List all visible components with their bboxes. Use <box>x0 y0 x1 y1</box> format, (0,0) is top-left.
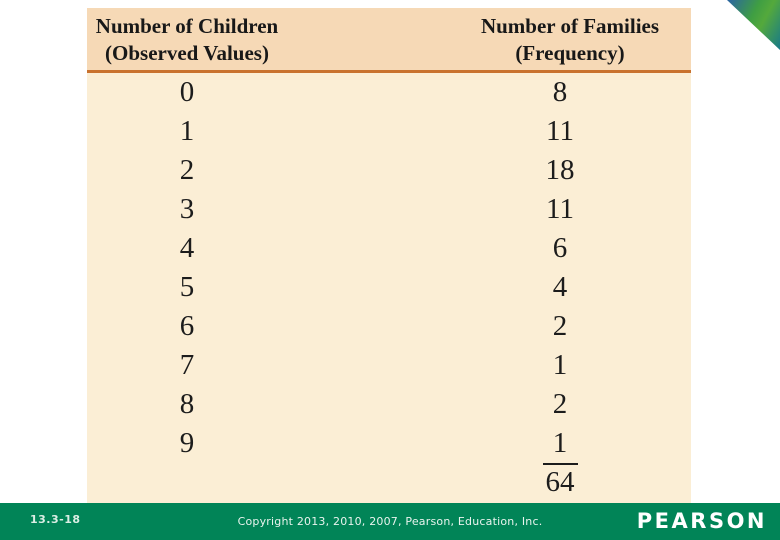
cell-children: 6 <box>179 310 195 342</box>
footer-bar: 13.3-18 Copyright 2013, 2010, 2007, Pear… <box>0 503 780 540</box>
table-row: 0 8 <box>87 73 691 112</box>
cell-children: 9 <box>179 427 195 459</box>
frequency-table: Number of Children (Observed Values) Num… <box>87 8 691 503</box>
table-row: 7 1 <box>87 346 691 385</box>
cell-children: 8 <box>179 388 195 420</box>
cell-families: 8 <box>552 76 568 108</box>
column-header-children-line2: (Observed Values) <box>105 41 269 65</box>
corner-accent-triangle <box>727 0 780 50</box>
cell-families: 18 <box>545 154 575 186</box>
column-header-families-line1: Number of Families <box>480 14 660 38</box>
table-row: 4 6 <box>87 229 691 268</box>
table-row: 2 18 <box>87 151 691 190</box>
cell-families: 11 <box>546 193 574 225</box>
cell-children: 3 <box>179 193 195 225</box>
table-row: 6 2 <box>87 307 691 346</box>
cell-children: 0 <box>179 76 195 108</box>
cell-children: 4 <box>179 232 195 264</box>
cell-families: 6 <box>552 232 568 264</box>
cell-children: 2 <box>179 154 195 186</box>
column-header-families: Number of Families (Frequency) <box>450 13 690 70</box>
cell-children: 1 <box>179 115 195 147</box>
table-header-row: Number of Children (Observed Values) Num… <box>87 8 691 70</box>
cell-families: 1 <box>552 349 568 381</box>
table-row: 3 11 <box>87 190 691 229</box>
table-row: 5 4 <box>87 268 691 307</box>
cell-children: 7 <box>179 349 195 381</box>
table-total-row: 64 <box>87 463 691 503</box>
table-row: 1 11 <box>87 112 691 151</box>
pearson-logo: PEARSON <box>636 509 767 533</box>
header-divider-rule <box>87 70 691 73</box>
column-header-families-line2: (Frequency) <box>515 41 625 65</box>
copyright-text: Copyright 2013, 2010, 2007, Pearson, Edu… <box>237 515 543 528</box>
header-spacer <box>287 13 450 70</box>
cell-families: 11 <box>546 115 574 147</box>
cell-families: 2 <box>552 310 568 342</box>
cell-children: 5 <box>179 271 195 303</box>
cell-families: 1 <box>552 427 568 459</box>
total-families-value: 64 <box>542 463 578 499</box>
cell-families: 2 <box>552 388 568 420</box>
table-row: 8 2 <box>87 385 691 424</box>
total-families-cell: 64 <box>450 463 670 503</box>
table-row: 9 1 <box>87 424 691 463</box>
cell-families: 4 <box>552 271 568 303</box>
slide-number: 13.3-18 <box>30 513 81 526</box>
column-header-children: Number of Children (Observed Values) <box>87 13 287 70</box>
column-header-children-line1: Number of Children <box>95 14 279 38</box>
